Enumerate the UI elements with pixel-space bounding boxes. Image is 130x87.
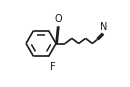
Text: F: F: [50, 62, 55, 72]
Text: O: O: [54, 14, 62, 24]
Text: N: N: [100, 21, 107, 31]
